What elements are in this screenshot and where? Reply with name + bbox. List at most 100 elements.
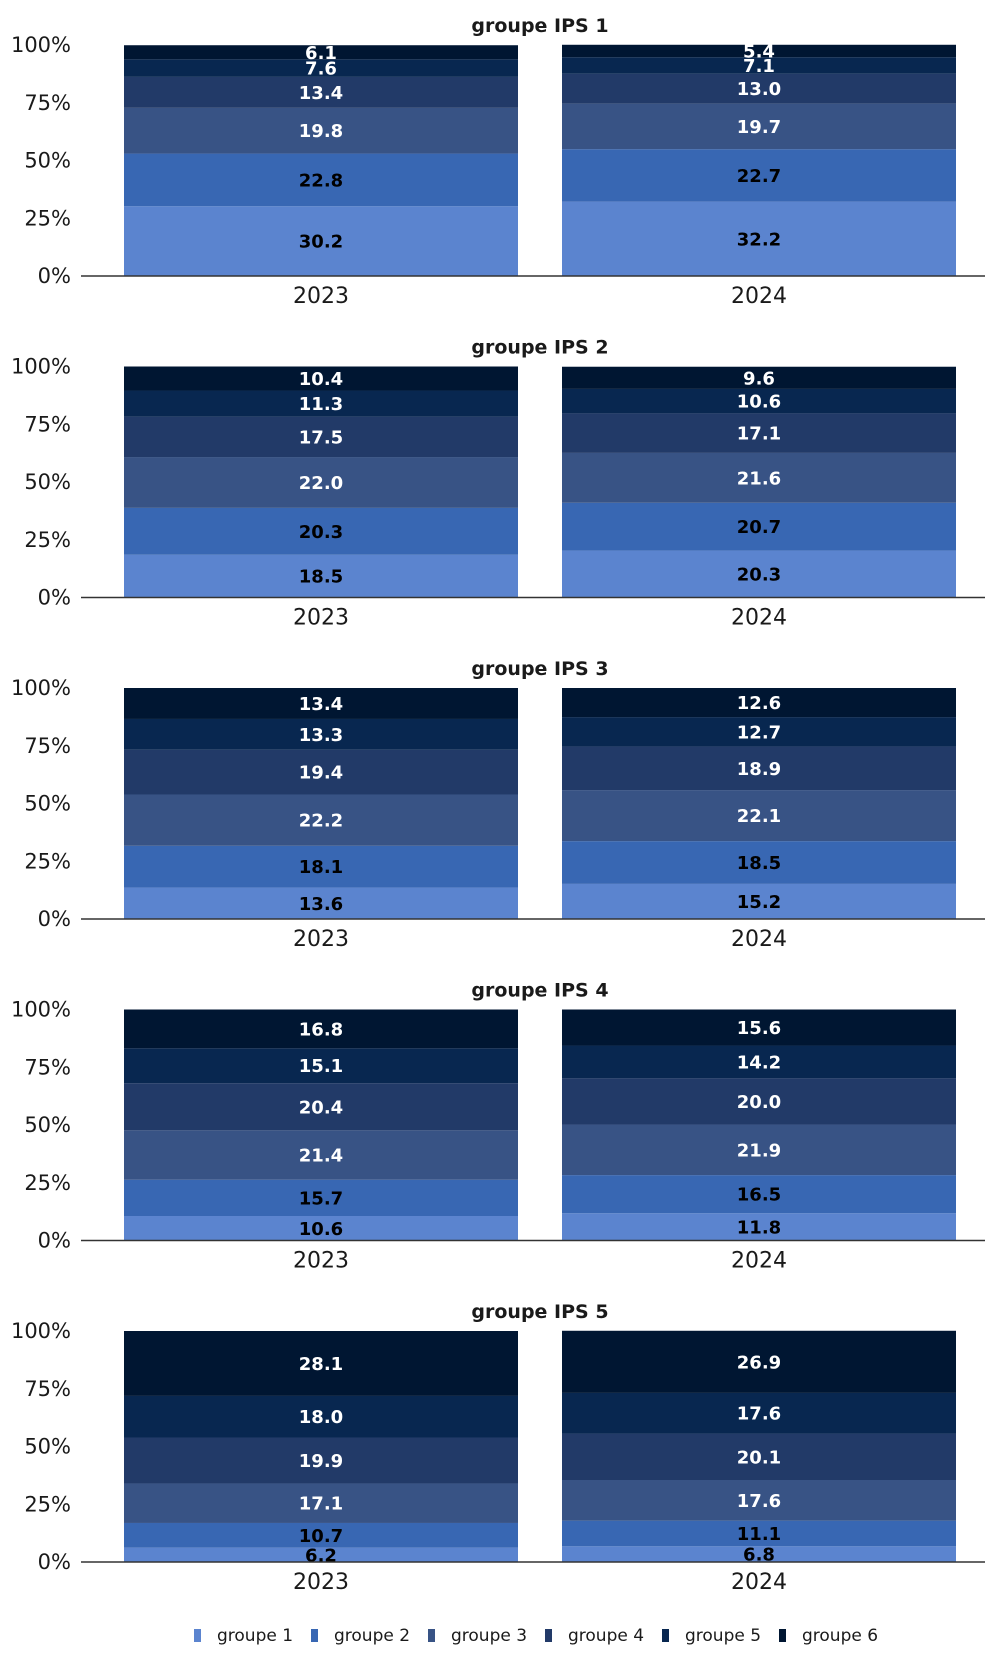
y-tick-label: 0%: [38, 1550, 71, 1574]
bar-segment: [124, 1331, 518, 1396]
data-label: 19.7: [737, 117, 781, 138]
data-label: 13.3: [299, 725, 343, 746]
panel-3: groupe IPS 3 0% 25% 50% 75% 100% 13.6 18.1 22.2 1…: [11, 658, 985, 952]
x-tick-label: 2024: [731, 927, 787, 952]
x-tick-label: 2024: [731, 1249, 787, 1274]
x-tick-label: 2023: [293, 284, 349, 309]
data-label: 20.1: [737, 1447, 781, 1468]
y-tick-label: 75%: [24, 734, 71, 758]
bar-segment: [124, 45, 518, 60]
bar-segment: [562, 841, 956, 884]
y-tick-label: 75%: [24, 1055, 71, 1079]
legend-swatch: [194, 1629, 201, 1642]
data-label: 21.6: [737, 468, 781, 489]
data-label: 22.7: [737, 166, 781, 187]
y-tick-label: 100%: [11, 676, 71, 700]
y-tick-label: 75%: [24, 1377, 71, 1401]
data-label: 10.6: [737, 392, 781, 413]
data-label: 15.7: [299, 1188, 343, 1209]
data-label: 20.7: [737, 517, 781, 538]
data-label: 5.4: [743, 42, 775, 63]
data-label: 13.4: [299, 83, 343, 104]
bar-segment: [562, 1124, 956, 1176]
bar-segment: [124, 416, 518, 458]
data-label: 22.2: [299, 811, 343, 832]
panel-5: groupe IPS 5 0% 25% 50% 75% 100% 6.210.7 17.1 19…: [11, 1301, 985, 1595]
y-tick-label: 0%: [38, 586, 71, 610]
data-label: 6.1: [305, 43, 337, 64]
bar-segment: [562, 201, 956, 276]
bar-segment: [124, 206, 518, 276]
bar-segment: [124, 1130, 518, 1180]
data-label: 17.6: [737, 1491, 781, 1512]
bar-segment: [124, 76, 518, 108]
bar-segment: [562, 413, 956, 453]
bar-segment: [562, 149, 956, 202]
data-label: 20.3: [299, 522, 343, 543]
bar-segment: [124, 1522, 518, 1548]
bar-segment: [124, 749, 518, 795]
data-label: 13.4: [299, 694, 343, 715]
bar-segment: [124, 507, 518, 555]
bar-segment: [124, 366, 518, 391]
data-label: 10.6: [299, 1219, 343, 1240]
y-tick-label: 25%: [24, 1171, 71, 1195]
data-label: 20.3: [737, 565, 781, 586]
panel-title: groupe IPS 2: [471, 337, 608, 359]
data-label: 11.3: [299, 394, 343, 415]
data-label: 17.5: [299, 427, 343, 448]
panel-title: groupe IPS 1: [471, 15, 608, 37]
data-label: 17.1: [737, 424, 781, 445]
x-tick-label: 2024: [731, 606, 787, 631]
bar-segment: [562, 452, 956, 503]
y-tick-label: 50%: [24, 1113, 71, 1137]
bar-segment: [562, 1175, 956, 1214]
data-label: 26.9: [737, 1352, 781, 1373]
bar-segment: [124, 1216, 518, 1241]
y-tick-label: 75%: [24, 412, 71, 436]
x-tick-label: 2023: [293, 927, 349, 952]
data-label: 21.9: [737, 1140, 781, 1161]
bar-segment: [124, 1547, 518, 1562]
data-label: 13.6: [299, 894, 343, 915]
data-label: 22.1: [737, 806, 781, 827]
data-label: 6.2: [305, 1545, 337, 1566]
data-label: 17.1: [299, 1494, 343, 1515]
legend-label: groupe 6: [802, 1626, 878, 1646]
y-tick-label: 50%: [24, 149, 71, 173]
bar-segment: [562, 746, 956, 791]
legend-swatch: [662, 1629, 669, 1642]
bar-segment: [562, 502, 956, 551]
x-tick-label: 2023: [293, 1570, 349, 1595]
data-label: 6.8: [743, 1545, 775, 1566]
data-label: 10.4: [299, 369, 343, 390]
bar-segment: [562, 1479, 956, 1521]
bar-segment: [562, 1045, 956, 1079]
data-label: 20.0: [737, 1092, 781, 1113]
legend-swatch: [428, 1629, 435, 1642]
y-tick-label: 50%: [24, 470, 71, 494]
y-tick-label: 50%: [24, 792, 71, 816]
data-label: 28.1: [299, 1354, 343, 1375]
bar-segment: [124, 718, 518, 750]
bar-segment: [562, 1078, 956, 1125]
x-tick-label: 2024: [731, 284, 787, 309]
data-label: 15.2: [737, 892, 781, 913]
legend-label: groupe 2: [334, 1626, 410, 1646]
bar-segment: [124, 107, 518, 154]
data-label: 18.5: [299, 567, 343, 588]
data-label: 16.8: [299, 1019, 343, 1040]
legend-label: groupe 3: [451, 1626, 527, 1646]
bar-segment: [562, 1330, 956, 1393]
data-label: 17.6: [737, 1404, 781, 1425]
data-label: 9.6: [743, 368, 775, 389]
bar-segment: [124, 1048, 518, 1084]
bar-segment: [562, 1009, 956, 1046]
bar-segment: [562, 57, 956, 74]
data-label: 19.9: [299, 1451, 343, 1472]
panel-title: groupe IPS 4: [471, 980, 608, 1002]
bar-segment: [562, 1213, 956, 1241]
bar-segment: [124, 390, 518, 417]
bar-segment: [124, 1179, 518, 1217]
bar-segment: [124, 887, 518, 919]
